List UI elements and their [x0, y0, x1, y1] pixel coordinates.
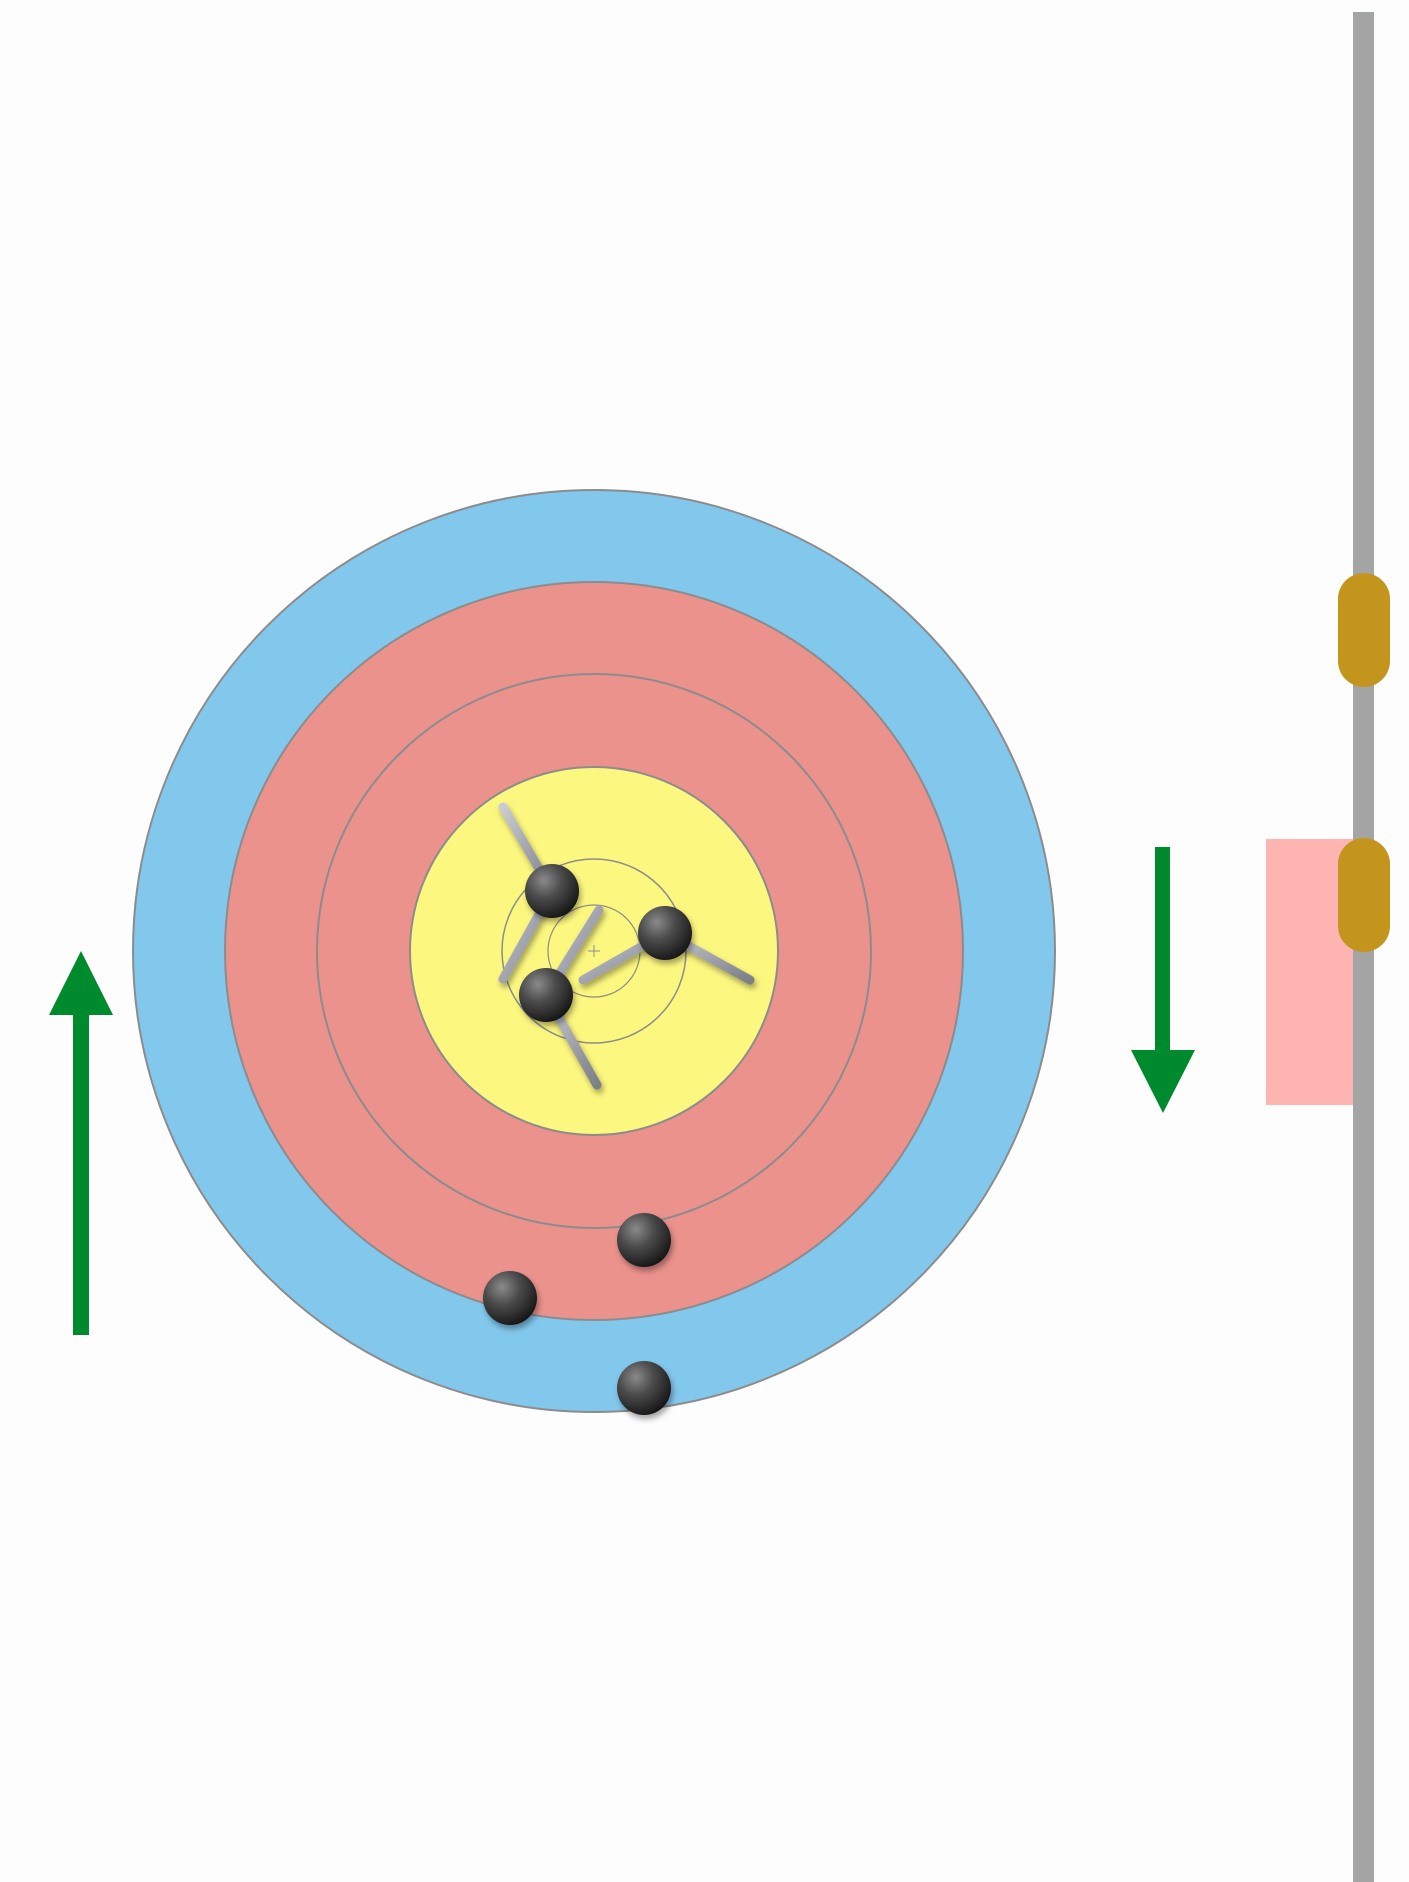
center-hits [519, 864, 692, 1022]
target [132, 489, 1056, 1413]
hit-marker [638, 906, 692, 960]
hit-marker [525, 864, 579, 918]
hit-marker [519, 968, 573, 1022]
outer-hits [483, 1213, 671, 1415]
inner-scoring-ring [501, 858, 687, 1044]
rail-clip-upper [1338, 573, 1390, 687]
hit-marker [483, 1271, 537, 1325]
hit-marker [617, 1361, 671, 1415]
up-arrow-icon [49, 951, 113, 1335]
rail-clip-lower [1338, 838, 1390, 952]
down-arrow-icon [1131, 847, 1195, 1113]
hit-marker [617, 1213, 671, 1267]
